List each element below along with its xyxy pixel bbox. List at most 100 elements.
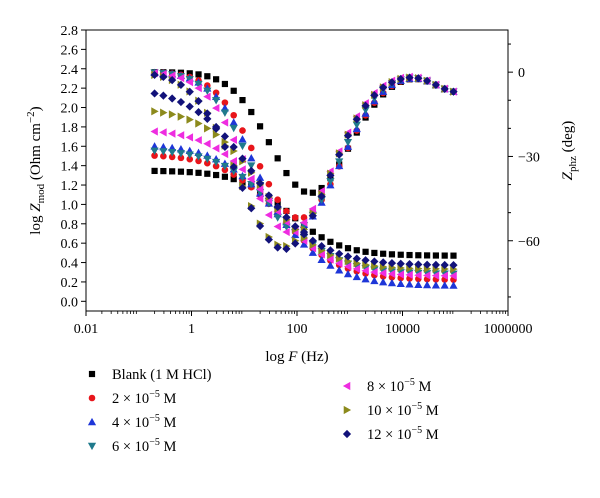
phase-point (309, 189, 316, 196)
y-left-tick-label: 0.0 (61, 295, 79, 310)
mod-point (195, 157, 202, 165)
phase-point (229, 135, 237, 144)
mod-point (160, 108, 168, 117)
legend-label: 8 × 10−5 M (367, 377, 431, 395)
mod-point (440, 281, 449, 289)
mod-point (423, 260, 432, 269)
phase-point (440, 84, 449, 93)
mod-point (176, 131, 185, 140)
mod-point (194, 108, 203, 117)
phase-point (352, 115, 361, 124)
phase-point (370, 91, 379, 100)
mod-point (405, 260, 414, 269)
phase-point (212, 97, 221, 105)
mod-point (396, 270, 405, 279)
mod-point (221, 173, 229, 180)
phase-point (229, 118, 238, 126)
y-left-tick-label: 0.4 (61, 257, 79, 272)
mod-point (204, 159, 211, 167)
phase-point (247, 175, 255, 184)
legend-marker (342, 381, 351, 391)
mod-point (229, 156, 237, 166)
y-left-tick-label: 0.8 (61, 218, 79, 233)
mod-point (405, 280, 414, 288)
mod-point (230, 176, 237, 183)
legend-item: 8 × 10−5 M (342, 377, 431, 395)
phase-point (292, 181, 299, 188)
mod-point (195, 169, 202, 176)
mod-point (397, 251, 404, 258)
phase-point (265, 180, 273, 188)
mod-point (431, 260, 441, 269)
mod-point (220, 162, 230, 171)
legend: Blank (1 M HCl) 2 × 10−5 M 4 × 10−5 M 6 × 1… (87, 367, 439, 455)
mod-point (370, 276, 379, 285)
y-left-tick-label: 2.8 (61, 24, 79, 39)
mod-point (203, 114, 212, 124)
mod-point (160, 167, 167, 175)
mod-point (151, 167, 158, 175)
phase-point (221, 99, 229, 106)
mod-point (194, 136, 202, 145)
legend-item: 4 × 10−5 M (87, 413, 176, 431)
phase-point (265, 139, 272, 146)
mod-point (213, 171, 220, 179)
phase-point (449, 87, 458, 96)
series-layer (150, 68, 458, 289)
phase-point (343, 131, 353, 140)
mod-point (336, 242, 343, 249)
phase-point (239, 97, 246, 104)
y-left-tick-label: 2.4 (61, 63, 79, 78)
phase-point (230, 87, 237, 94)
mod-point (273, 202, 282, 211)
mod-point (168, 149, 177, 157)
phase-point (264, 235, 273, 244)
x-tick-label: 1000000 (484, 322, 533, 337)
phase-point (220, 109, 230, 117)
mod-point (185, 133, 194, 142)
legend-item: 2 × 10−5 M (88, 389, 176, 407)
x-tick-label: 10000 (385, 322, 420, 337)
phase-point (204, 73, 211, 80)
phase-point (203, 92, 211, 101)
mod-point (150, 89, 159, 98)
phase-point (274, 196, 281, 204)
mod-point (327, 238, 334, 245)
mod-point (203, 139, 211, 148)
mod-point (423, 280, 432, 289)
mod-point (282, 213, 291, 222)
mod-point (431, 271, 440, 280)
mod-point (414, 271, 422, 280)
mod-point (195, 119, 203, 128)
mod-point (220, 132, 230, 141)
phase-point (185, 87, 194, 96)
phase-point (379, 83, 388, 92)
mod-point (396, 279, 405, 288)
phase-point (256, 123, 264, 130)
mod-point (194, 153, 203, 161)
y-right-axis-title: Zphz (deg) (560, 121, 579, 181)
mod-point (371, 249, 378, 257)
mod-point (352, 254, 361, 263)
phase-point (150, 70, 159, 80)
phase-point (299, 218, 308, 227)
phase-point (318, 184, 325, 192)
phase-point (185, 76, 194, 84)
mod-point (176, 150, 186, 158)
mod-point (361, 266, 369, 275)
phase-point (239, 127, 246, 134)
mod-point (150, 147, 159, 156)
phase-point (238, 183, 247, 193)
mod-point (326, 246, 335, 255)
mod-point (388, 251, 396, 258)
mod-point (370, 268, 378, 277)
phase-point (247, 162, 256, 170)
mod-point (177, 112, 186, 121)
mod-point (362, 248, 369, 255)
mod-point (335, 249, 344, 258)
mod-point (353, 247, 360, 254)
mod-point (405, 270, 413, 280)
phase-point (203, 87, 212, 96)
mod-point (238, 165, 246, 174)
